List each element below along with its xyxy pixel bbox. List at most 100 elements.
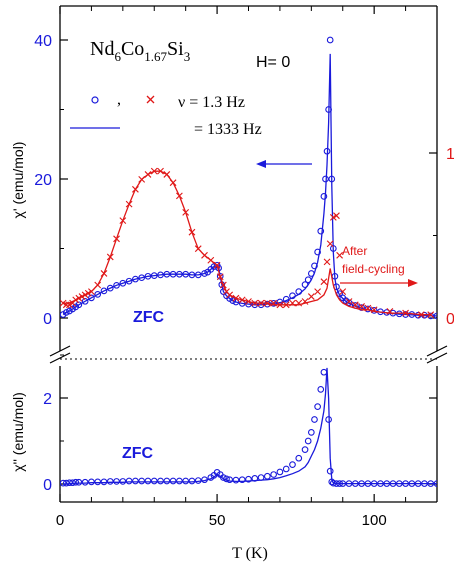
bottom-data-point-circle [113,478,120,485]
top-data-point-cross [320,278,328,286]
field-cycling-label: field-cycling [342,262,405,276]
bottom-data-point-circle [94,478,102,486]
top-data-point-circle [311,262,318,270]
x-tick-label: 50 [209,512,226,529]
y2-tick-label: 1 [446,146,454,163]
top-data-point-circle [88,294,95,302]
y-tick-label-top: 0 [43,311,52,328]
bottom-data-point-circle [307,429,315,436]
bottom-data-point-circle [138,477,146,485]
top-data-point-cross [333,212,340,220]
after-label: After [342,244,367,258]
bottom-data-point-circle [238,476,246,484]
y-axis-label-top: χ' (emu/mol) [10,142,26,219]
top-data-point-circle [326,36,334,44]
top-data-point-circle [75,301,83,309]
bottom-data-point-circle [132,477,139,485]
top-data-point-circle [94,291,102,298]
top-data-point-circle [336,290,343,298]
top-data-point-cross [351,301,359,309]
top-data-point-circle [106,284,114,292]
bottom-data-point-circle [232,476,240,484]
bottom-panel-plot [60,346,437,487]
bottom-data-point-circle [245,475,252,483]
legend-freq-low: ν = 1.3 Hz [178,94,245,111]
field-label: H= 0 [256,54,290,71]
top-data-point-cross [339,288,347,295]
top-data-point-circle [322,175,329,183]
top-data-point-circle [113,281,120,289]
zfc-label-bottom: ZFC [122,445,154,462]
bottom-data-point-circle [314,403,321,410]
top-data-point-circle [320,193,328,200]
bottom-data-point-circle [324,346,330,352]
bottom-data-point-circle [188,477,196,485]
bottom-data-point-circle [144,477,152,485]
axis-break-right-1 [426,345,448,357]
top-panel-plot [60,36,437,320]
bottom-blue-line [63,367,437,485]
top-data-point-cross [326,240,334,248]
compound-formula: Nd6Co1.67Si3 [90,38,190,64]
bottom-data-point-circle [106,478,114,485]
bottom-data-point-circle [60,479,67,487]
bottom-data-point-circle [301,446,309,453]
top-data-point-cross [329,213,337,221]
axis-break-left-1 [49,345,71,357]
bottom-data-point-circle [75,478,83,486]
top-data-point-circle [229,297,237,304]
bottom-data-point-circle [317,386,325,393]
y2-tick-label: 0 [446,311,454,328]
bottom-data-point-circle [220,474,227,481]
right-axis-arrowhead [408,279,418,287]
bottom-data-point-circle [88,478,95,486]
y-tick-label-bottom: 2 [43,391,52,408]
bottom-data-point-circle [125,477,133,485]
y-tick-label-bottom: 0 [43,477,52,494]
bottom-data-point-circle [72,478,80,486]
bottom-data-point-circle [326,467,334,475]
x-tick-label: 100 [362,512,387,529]
top-data-point-circle [62,309,70,316]
bottom-data-point-circle [119,478,127,485]
bottom-data-point-circle [66,479,73,487]
y-tick-label-top: 20 [34,172,52,189]
top-data-point-cross [336,251,343,259]
bottom-data-point-circle [264,472,271,480]
top-blue-line [62,53,437,317]
bottom-data-point-circle [282,465,290,473]
bottom-data-point-circle [295,454,303,462]
legend-circle-marker [91,96,99,104]
bottom-data-point-circle [150,477,158,485]
top-data-point-circle [81,297,89,305]
axis-break-left-2 [49,352,71,364]
ticks: 0 50 100 0 20 40 0 1 0 2 [34,6,454,529]
bottom-data-point-circle [304,437,312,445]
top-data-point-circle [210,263,218,270]
bottom-data-point-circle [169,477,177,485]
left-axis-arrowhead [256,160,266,168]
top-data-point-cross [358,303,365,310]
x-axis-label: T (K) [232,545,268,562]
top-data-point-circle [100,287,108,295]
bottom-data-point-circle [311,416,318,423]
bottom-data-point-circle [163,477,171,485]
top-data-point-circle [119,279,127,287]
top-data-point-cross [314,288,322,295]
bottom-data-point-circle [276,468,284,476]
top-data-point-cross [427,311,435,319]
bottom-data-point-circle [270,471,277,478]
top-data-point-circle [125,277,133,285]
bottom-data-point-circle [182,477,190,485]
bottom-data-point-circle [157,477,164,485]
legend-comma: , [117,91,121,108]
zfc-label-top: ZFC [133,309,165,326]
bottom-data-point-circle [320,368,328,376]
bottom-data-point-circle [289,461,296,469]
x-tick-label: 0 [56,512,64,529]
bottom-data-point-circle [81,478,89,486]
legend-freq-high: = 1333 Hz [194,121,262,138]
bottom-data-point-circle [100,478,108,486]
top-data-point-cross [345,298,353,305]
